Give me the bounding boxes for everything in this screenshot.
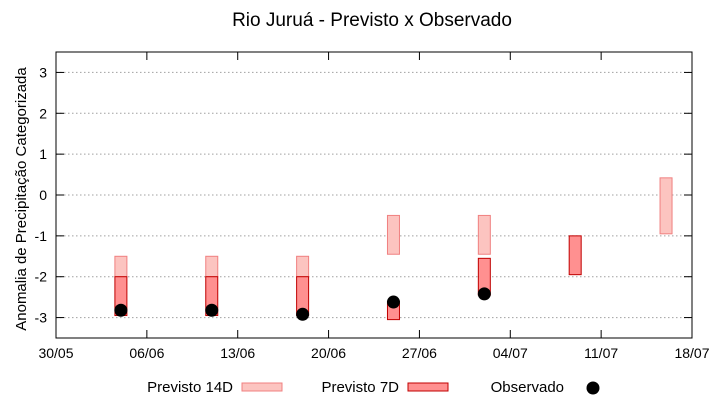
x-tick-label: 13/06	[220, 345, 255, 361]
previsto-14d-bar	[205, 255, 219, 278]
previsto-14d-bar	[477, 214, 491, 255]
y-tick-label: -3	[35, 310, 48, 326]
y-tick-label: 3	[39, 64, 47, 80]
y-tick-label: 1	[39, 146, 47, 162]
observado-marker	[114, 303, 128, 317]
y-tick-label: -1	[35, 228, 48, 244]
x-tick-label: 06/06	[129, 345, 164, 361]
y-tick-label: -2	[35, 269, 48, 285]
axis-ticks: 3 2 1 0 -1 -2 -3 30/05 06/06 13/06 20/06 27/06 04/07…	[35, 52, 710, 361]
legend-swatch-observado	[586, 381, 600, 395]
x-tick-label: 30/05	[38, 345, 73, 361]
legend-swatch-previsto-7d	[407, 382, 449, 392]
previsto-7d-bar	[568, 235, 582, 276]
observado-marker	[205, 303, 219, 317]
legend-label-previsto-7d: Previsto 7D	[321, 379, 399, 396]
y-tick-label: 0	[39, 187, 47, 203]
previsto-14d-bar	[114, 255, 128, 278]
legend-label-previsto-14d: Previsto 14D	[147, 379, 233, 396]
x-tick-label: 11/07	[584, 345, 618, 361]
legend-label-observado: Observado	[491, 379, 564, 396]
observado-marker	[296, 307, 310, 321]
previsto-14d-bar	[386, 214, 400, 255]
chart-title: Rio Juruá - Previsto x Observado	[232, 10, 512, 31]
y-tick-label: 2	[39, 105, 47, 121]
x-tick-label: 20/06	[311, 345, 346, 361]
previsto-14d-bar	[296, 255, 310, 278]
observado-marker	[386, 295, 400, 309]
grid-lines	[56, 71, 692, 319]
observado-marker	[477, 287, 491, 301]
x-tick-label: 04/07	[493, 345, 528, 361]
x-tick-label: 27/06	[402, 345, 437, 361]
legend: Previsto 14D Previsto 7D Observado	[147, 379, 600, 396]
x-tick-label: 18/07	[674, 345, 709, 361]
series-layer	[114, 177, 673, 321]
previsto-14d-bar	[659, 177, 673, 235]
legend-swatch-previsto-14d	[241, 382, 283, 392]
y-axis-label: Anomalia de Precipitação Categorizada	[13, 67, 30, 331]
